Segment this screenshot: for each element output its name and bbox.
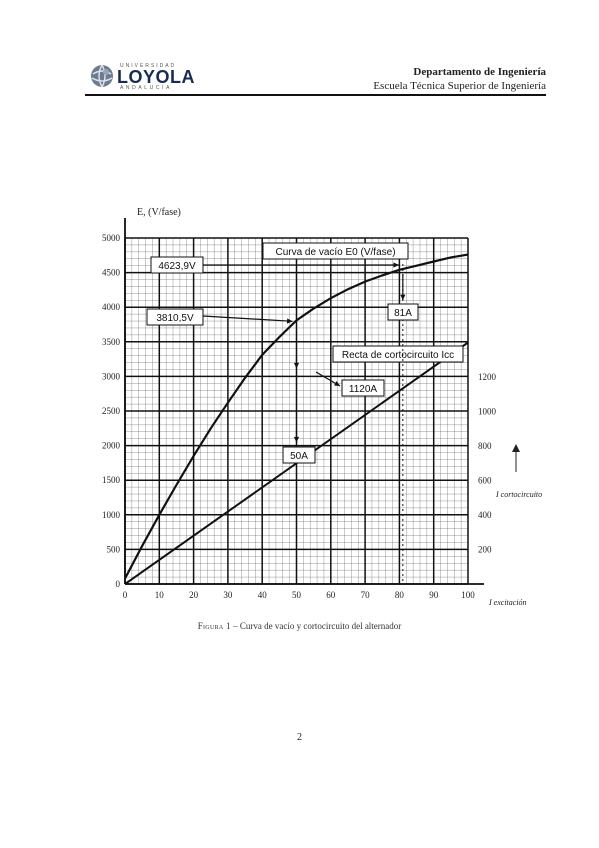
annotation-50A: 50A bbox=[290, 451, 308, 462]
annotation-1120A: 1120A bbox=[349, 384, 378, 395]
x-tick-label: 90 bbox=[429, 590, 439, 600]
annotation-1120A-box bbox=[341, 379, 385, 397]
x-tick-label: 10 bbox=[155, 590, 165, 600]
school-title: Escuela Técnica Superior de Ingeniería bbox=[373, 80, 546, 92]
y2-tick-label: 200 bbox=[478, 545, 492, 555]
annotation-4623: 4623,9V bbox=[158, 261, 196, 272]
annotation-3810: 3810,5V bbox=[156, 313, 194, 324]
y2-tick-label: 1000 bbox=[478, 407, 497, 417]
y-tick-label: 0 bbox=[116, 579, 121, 589]
y2-tick-label: 1200 bbox=[478, 372, 497, 382]
arrow-81-head bbox=[400, 294, 406, 301]
x-tick-label: 0 bbox=[123, 590, 128, 600]
arrow-3810-head bbox=[286, 318, 293, 324]
arrow-4623-head bbox=[393, 262, 399, 268]
y2-tick-label: 600 bbox=[478, 476, 492, 486]
y-tick-label: 1500 bbox=[102, 475, 121, 485]
caption-text: – Curva de vacío y cortocircuito del alt… bbox=[230, 621, 402, 631]
arrow-3810 bbox=[202, 315, 293, 322]
arrow-1120-head bbox=[334, 381, 340, 386]
annotation-81A: 81A bbox=[394, 308, 412, 319]
header-rule bbox=[85, 94, 546, 96]
series-vacio-label-box bbox=[262, 242, 409, 260]
logo-name-text: LOYOLA bbox=[117, 67, 195, 87]
series-cortocircuito-label-box bbox=[332, 345, 464, 363]
y2-axis-label: I cortocircuito bbox=[495, 490, 542, 499]
page-number: 2 bbox=[297, 732, 302, 743]
x-tick-label: 80 bbox=[395, 590, 405, 600]
y-tick-label: 500 bbox=[107, 544, 121, 554]
y2-tick-label: 800 bbox=[478, 441, 492, 451]
y-tick-label: 4000 bbox=[102, 302, 121, 312]
series-cortocircuito-label: Recta de cortocircuito Icc bbox=[342, 350, 454, 361]
annotation-81A-box bbox=[387, 303, 419, 321]
y-tick-label: 4500 bbox=[102, 268, 121, 278]
y-tick-label: 1000 bbox=[102, 510, 121, 520]
series-vacio-line bbox=[124, 253, 469, 580]
x-tick-label: 60 bbox=[326, 590, 336, 600]
up-arrow-icon bbox=[512, 444, 520, 472]
x-axis-label: I excitación bbox=[488, 598, 527, 607]
y-axis-label: E, (V/fase) bbox=[137, 207, 181, 218]
caption-label: Figura 1 bbox=[197, 621, 231, 631]
x-tick-label: 30 bbox=[223, 590, 233, 600]
y-tick-label: 3500 bbox=[102, 337, 121, 347]
arrow-50-upper-head bbox=[293, 362, 300, 369]
y-tick-label: 2500 bbox=[102, 406, 121, 416]
y2-tick-label: 400 bbox=[478, 510, 492, 520]
university-logo: UNIVERSIDAD LOYOLA ANDALUCÍA bbox=[88, 62, 198, 92]
y-tick-label: 2000 bbox=[102, 441, 121, 451]
figure-caption: Figura 1 – Curva de vacío y cortocircuit… bbox=[0, 621, 599, 631]
department-title: Departamento de Ingeniería bbox=[413, 66, 546, 78]
logo-top-text: UNIVERSIDAD bbox=[120, 63, 177, 69]
x-tick-label: 70 bbox=[361, 590, 371, 600]
globe-icon bbox=[91, 64, 113, 88]
x-tick-label: 40 bbox=[258, 590, 268, 600]
x-tick-label: 20 bbox=[189, 590, 199, 600]
logo-bottom-text: ANDALUCÍA bbox=[120, 85, 173, 91]
arrow-50-lower-head bbox=[293, 436, 300, 443]
x-tick-label: 50 bbox=[292, 590, 302, 600]
y-tick-label: 3000 bbox=[102, 371, 121, 381]
y-tick-label: 5000 bbox=[102, 233, 121, 243]
series-vacio-label: Curva de vacío E0 (V/fase) bbox=[275, 247, 395, 258]
annotation-3810-box bbox=[146, 308, 204, 326]
x-tick-label: 100 bbox=[461, 590, 475, 600]
annotation-50A-box bbox=[282, 446, 316, 464]
